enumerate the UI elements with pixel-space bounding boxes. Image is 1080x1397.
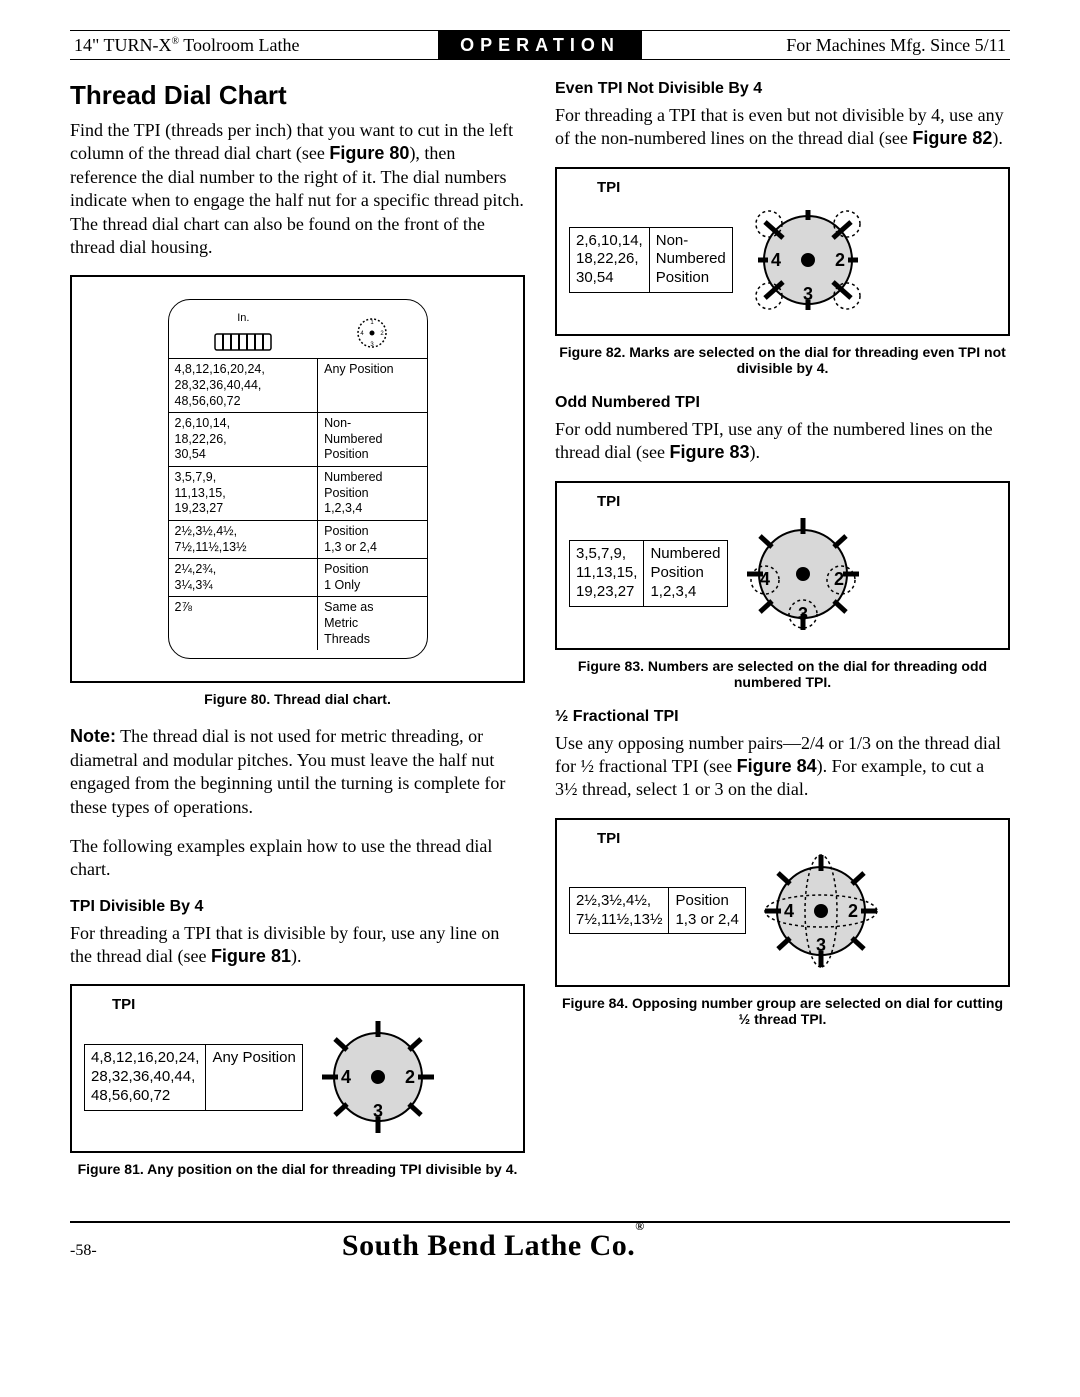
- header-left-post: Toolroom Lathe: [179, 35, 299, 55]
- figure-82-caption: Figure 82. Marks are selected on the dia…: [555, 344, 1010, 376]
- chart-head-in: In.: [169, 308, 319, 358]
- div4-body: For threading a TPI that is divisible by…: [70, 922, 525, 969]
- chart-row: 4,8,12,16,20,24, 28,32,36,40,44, 48,56,6…: [169, 359, 427, 413]
- intro-paragraph: Find the TPI (threads per inch) that you…: [70, 119, 525, 259]
- svg-text:4: 4: [341, 1067, 351, 1087]
- fig82-table: 2,6,10,14, 18,22,26, 30,54 Non- Numbered…: [569, 227, 733, 293]
- brand-footer: South Bend Lathe Co.®: [342, 1229, 645, 1263]
- figure-ref-83: Figure 83: [669, 442, 749, 462]
- note-lead: Note:: [70, 726, 116, 746]
- sub-heading-half: ½ Fractional TPI: [555, 708, 1010, 726]
- figure-ref-80: Figure 80: [329, 143, 409, 163]
- even-body: For threading a TPI that is even but not…: [555, 104, 1010, 151]
- thread-dial-chart: In.: [168, 299, 428, 659]
- svg-text:4: 4: [760, 569, 770, 589]
- figure-84-caption: Figure 84. Opposing number group are sel…: [555, 995, 1010, 1027]
- svg-text:3: 3: [373, 1101, 383, 1121]
- page-number: -58-: [70, 1242, 97, 1260]
- left-column: Thread Dial Chart Find the TPI (threads …: [70, 80, 525, 1195]
- header-left-sup: ®: [172, 36, 180, 47]
- thread-dial-icon: 2 3 4: [756, 851, 886, 971]
- svg-text:3: 3: [816, 935, 826, 955]
- page-header: 14" TURN-X® Toolroom Lathe OPERATION For…: [70, 30, 1010, 60]
- svg-text:2: 2: [835, 250, 845, 270]
- figure-ref-81: Figure 81: [211, 946, 291, 966]
- figure-83-caption: Figure 83. Numbers are selected on the d…: [555, 658, 1010, 690]
- footer-rule: [70, 1221, 1010, 1223]
- thread-dial-icon: 2 3 4: [738, 514, 868, 634]
- fig83-table: 3,5,7,9, 11,13,15, 19,23,27 Numbered Pos…: [569, 540, 728, 606]
- figure-ref-82: Figure 82: [912, 128, 992, 148]
- right-column: Even TPI Not Divisible By 4 For threadin…: [555, 80, 1010, 1195]
- chart-row: 2,6,10,14, 18,22,26, 30,54Non- Numbered …: [169, 413, 427, 467]
- chart-row: 2⅞Same as Metric Threads: [169, 597, 427, 650]
- figure-80-caption: Figure 80. Thread dial chart.: [70, 691, 525, 707]
- thread-dial-icon: 2 3 4: [313, 1017, 443, 1137]
- chart-row: 2½,3½,4½, 7½,11½,13½Position 1,3 or 2,4: [169, 521, 427, 559]
- sub-heading-even: Even TPI Not Divisible By 4: [555, 80, 1010, 98]
- svg-text:3: 3: [803, 284, 813, 304]
- gear-icon: [213, 326, 273, 356]
- svg-text:2: 2: [405, 1067, 415, 1087]
- svg-text:4: 4: [784, 901, 794, 921]
- chart-row: 2¼,2¾, 3¼,3¾Position 1 Only: [169, 559, 427, 597]
- figure-82-box: TPI 2,6,10,14, 18,22,26, 30,54 Non- Numb…: [555, 167, 1010, 336]
- half-body: Use any opposing number pairs—2/4 or 1/3…: [555, 732, 1010, 802]
- tpi-label: TPI: [112, 996, 511, 1013]
- svg-text:4: 4: [771, 250, 781, 270]
- examples-line: The following examples explain how to us…: [70, 835, 525, 882]
- figure-81-caption: Figure 81. Any position on the dial for …: [70, 1161, 525, 1177]
- svg-text:3: 3: [798, 604, 808, 624]
- svg-text:2: 2: [834, 569, 844, 589]
- section-title: Thread Dial Chart: [70, 80, 525, 111]
- chart-head-dial-icon: 1 2 3 4: [318, 308, 426, 358]
- tpi-label: TPI: [597, 493, 996, 510]
- odd-body: For odd numbered TPI, use any of the num…: [555, 418, 1010, 465]
- tpi-label: TPI: [597, 179, 996, 196]
- figure-84-box: TPI 2½,3½,4½, 7½,11½,13½ Position 1,3 or…: [555, 818, 1010, 987]
- header-right: For Machines Mfg. Since 5/11: [642, 35, 1010, 56]
- note-paragraph: Note: The thread dial is not used for me…: [70, 725, 525, 819]
- figure-81-box: TPI 4,8,12,16,20,24, 28,32,36,40,44, 48,…: [70, 984, 525, 1153]
- sub-heading-odd: Odd Numbered TPI: [555, 394, 1010, 412]
- fig81-table: 4,8,12,16,20,24, 28,32,36,40,44, 48,56,6…: [84, 1044, 303, 1110]
- svg-text:2: 2: [848, 901, 858, 921]
- header-left-pre: 14" TURN-X: [74, 35, 172, 55]
- page-footer: -58- South Bend Lathe Co.®: [70, 1229, 1010, 1263]
- tpi-label: TPI: [597, 830, 996, 847]
- figure-83-box: TPI 3,5,7,9, 11,13,15, 19,23,27 Numbered…: [555, 481, 1010, 650]
- figure-ref-84: Figure 84: [737, 756, 817, 776]
- thread-dial-icon: 2 3 4: [743, 200, 873, 320]
- figure-80-box: In.: [70, 275, 525, 683]
- header-operation-badge: OPERATION: [438, 31, 642, 60]
- fig84-table: 2½,3½,4½, 7½,11½,13½ Position 1,3 or 2,4: [569, 887, 746, 935]
- sub-heading-div4: TPI Divisible By 4: [70, 898, 525, 916]
- header-left: 14" TURN-X® Toolroom Lathe: [70, 35, 438, 56]
- chart-row: 3,5,7,9, 11,13,15, 19,23,27Numbered Posi…: [169, 467, 427, 521]
